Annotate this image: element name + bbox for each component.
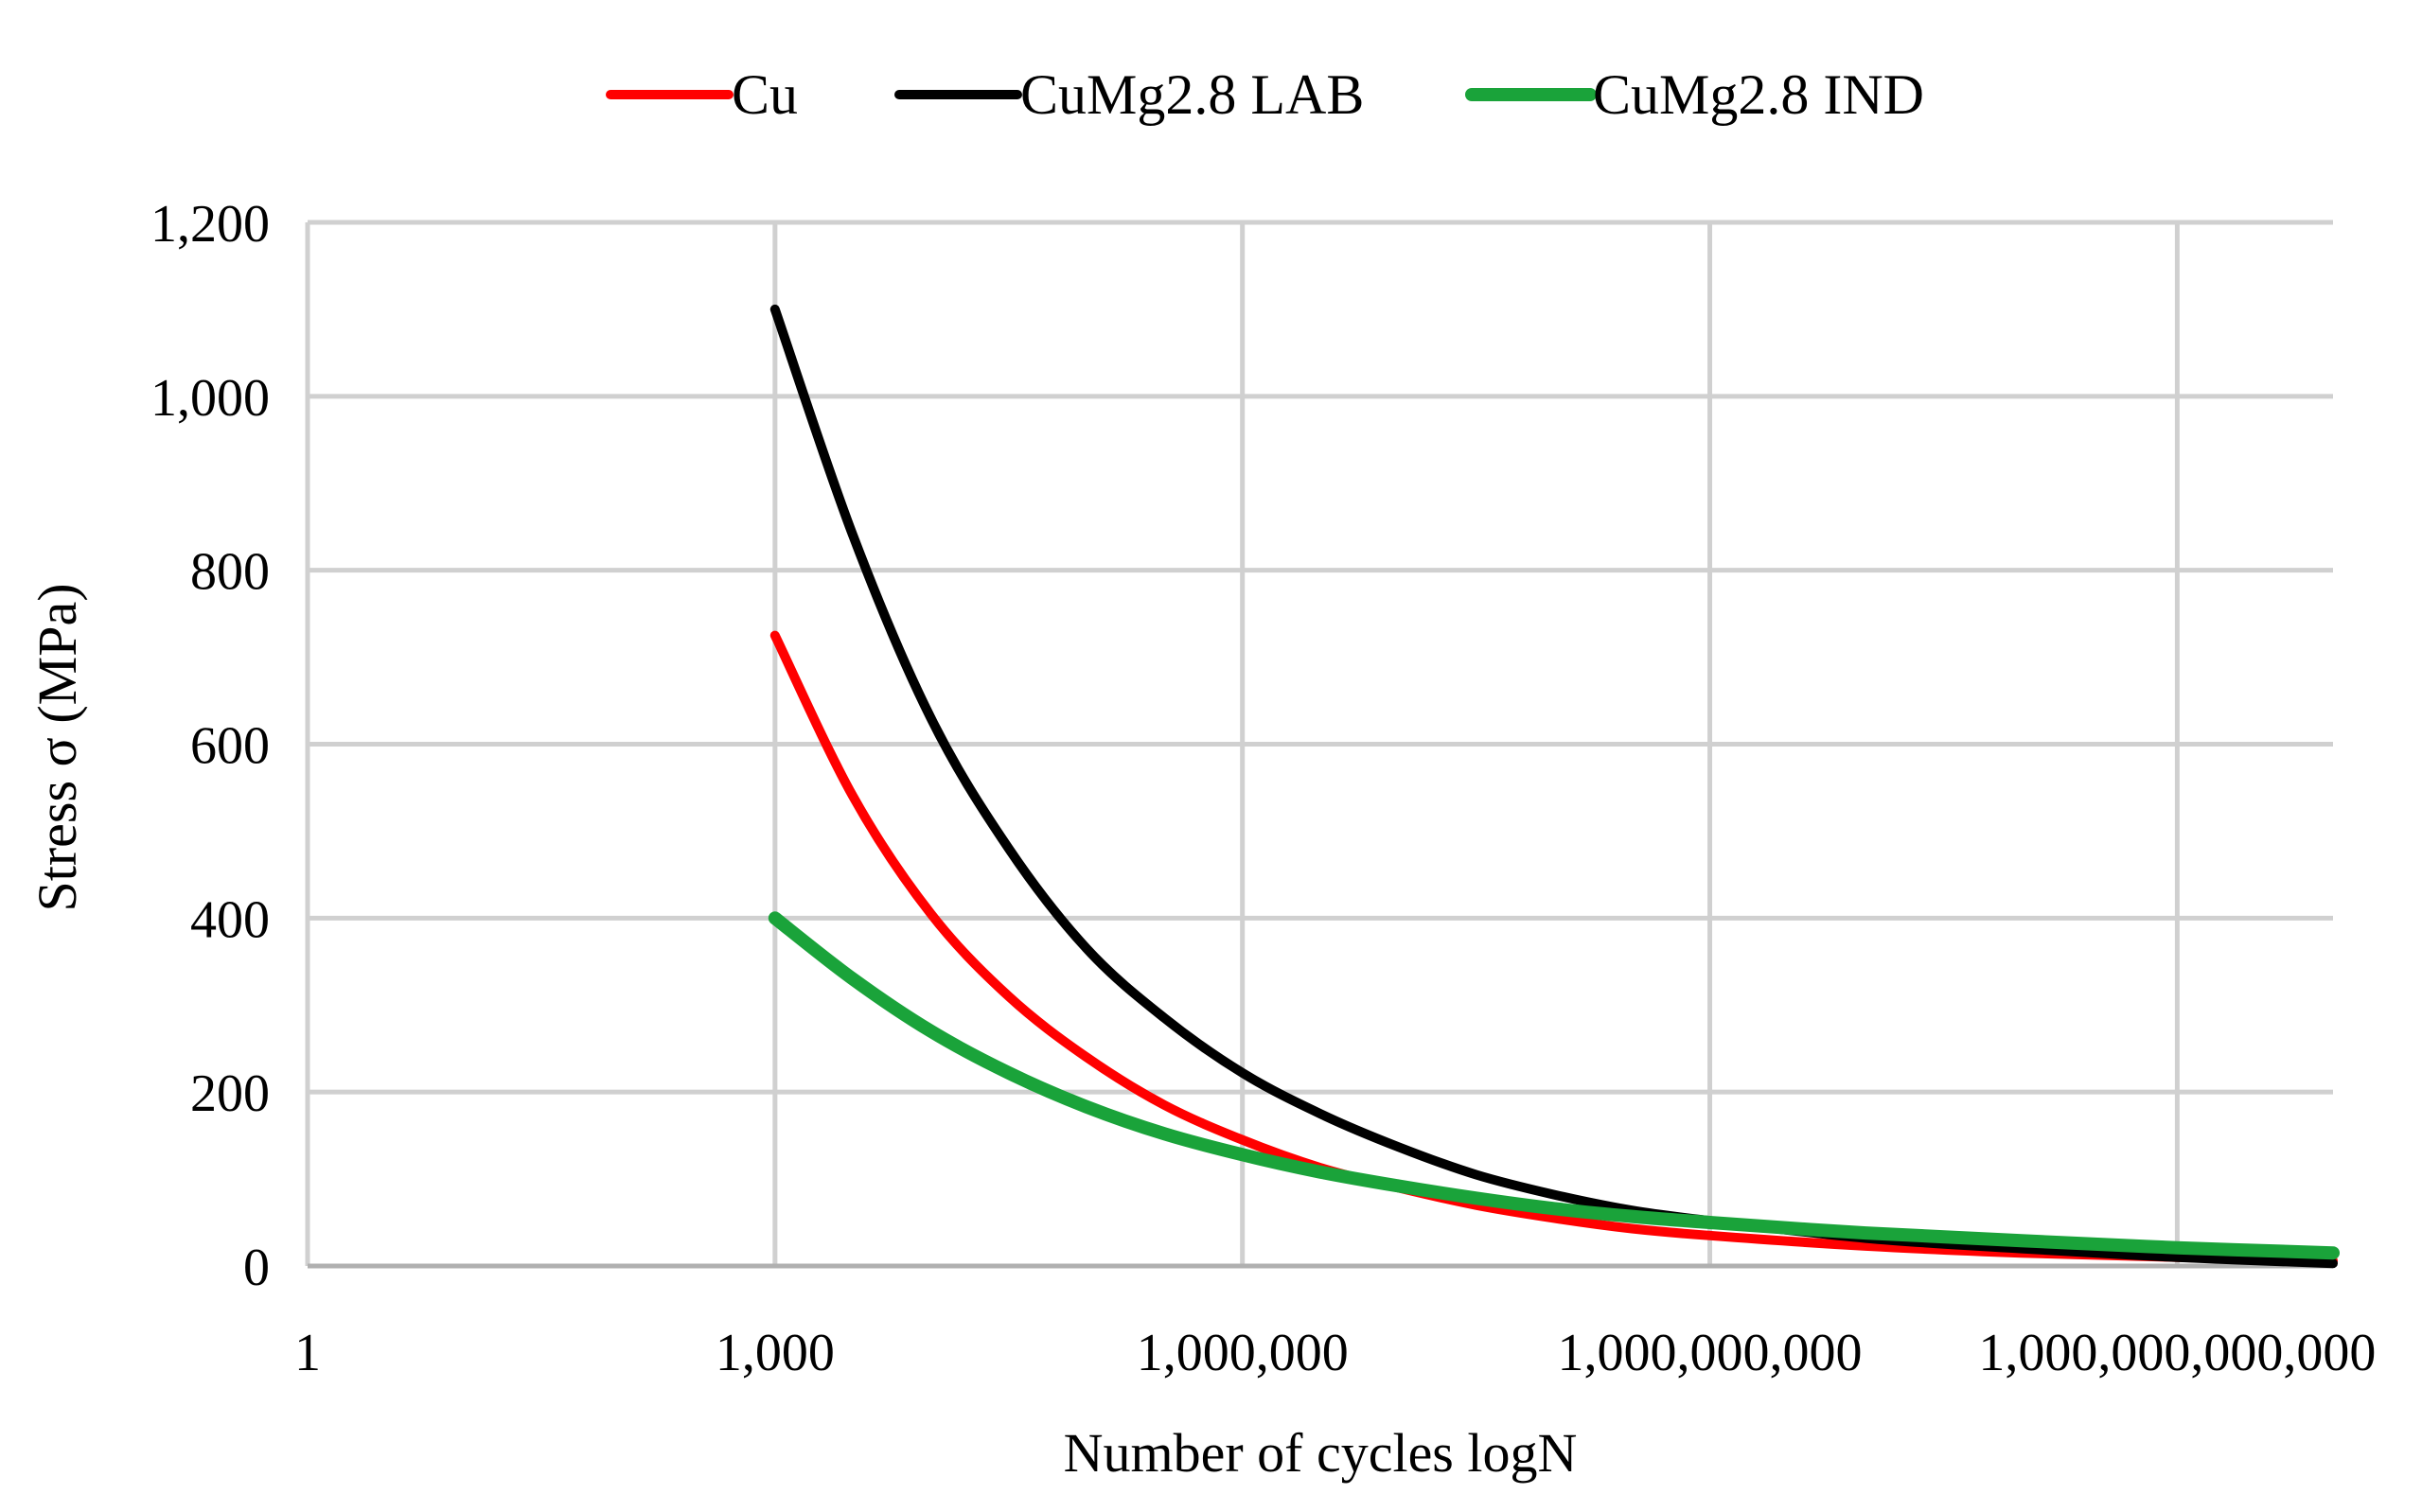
x-tick-label: 1,000,000: [1137, 1324, 1349, 1382]
series-line-cumg2-8-lab: [769, 304, 2338, 1269]
x-tick-label: 1,000,000,000,000: [1978, 1324, 2376, 1382]
tick-labels: 0 200 400 600 800 1,000 1,200 1 1,000 1,000,000 1,…: [150, 195, 2376, 1382]
legend-label-cu: Cu: [732, 63, 798, 126]
y-tick-label: 1,000: [150, 369, 270, 428]
y-tick-label: 600: [190, 717, 270, 776]
x-tick-label: 1: [294, 1324, 321, 1382]
legend-label-cumg2-8-ind: CuMg2.8 IND: [1593, 63, 1924, 126]
grid: [305, 220, 2333, 1266]
x-tick-label: 1,000: [716, 1324, 835, 1382]
x-axis-title: Number of cycles logN: [1064, 1422, 1578, 1484]
legend-label-cumg2-8-lab: CuMg2.8 LAB: [1020, 63, 1364, 126]
legend: Cu CuMg2.8 LAB CuMg2.8 IND: [606, 63, 1924, 126]
series-lines: [768, 304, 2340, 1269]
y-tick-label: 400: [190, 890, 270, 949]
series-line-cumg2-8-ind: [768, 911, 2340, 1260]
y-tick-label: 1,200: [150, 195, 270, 254]
x-tick-label: 1,000,000,000: [1558, 1324, 1863, 1382]
y-tick-label: 800: [190, 543, 270, 602]
y-tick-label: 200: [190, 1064, 270, 1123]
y-tick-label: 0: [243, 1239, 270, 1297]
y-axis-title: Stress σ (MPa): [27, 583, 88, 911]
series-line-cu: [769, 630, 2338, 1266]
